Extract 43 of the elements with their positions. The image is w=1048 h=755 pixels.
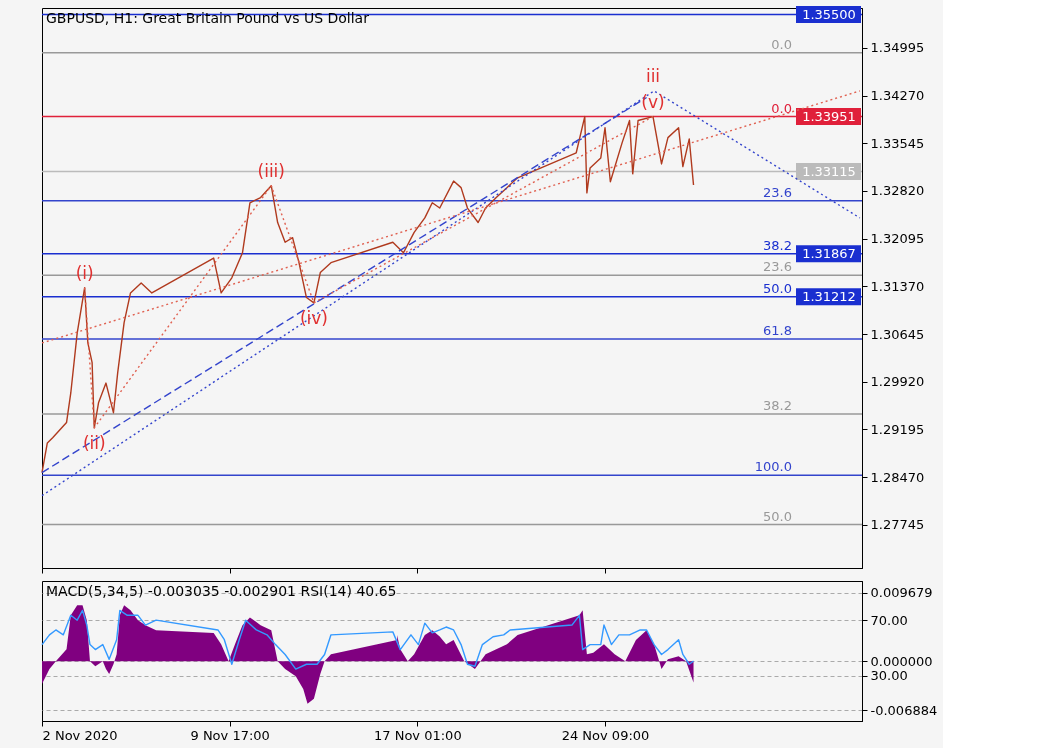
annotation: 61.8 [763,323,792,338]
y-tick-label: 1.32095 [870,231,925,247]
ref-line-label: 1.31212 [802,288,856,304]
y-tick-label: 1.29195 [870,421,925,437]
annotation: 50.0 [763,280,792,296]
ref-line-label: 1.31867 [802,245,856,261]
annotation: 23.6 [763,259,792,275]
y-tick-label: 1.34270 [870,88,925,104]
y-tick-label: 1.32820 [870,183,925,199]
annotation: (i) [75,262,94,283]
y-tick-label: 1.30645 [870,326,925,342]
y-tick-label: 0.009679 [870,585,933,601]
y2-tick-label: 30.00 [870,668,908,684]
annotation: 100.0 [754,459,792,475]
x-tick-label: 24 Nov 09:00 [561,727,650,743]
chart-title: GBPUSD, H1: Great Britain Pound vs US Dollar [46,10,370,26]
y-tick-label: -0.006884 [870,702,938,718]
y-tick-label: 1.27745 [870,517,925,533]
x-tick-label: 2 Nov 2020 [42,727,118,743]
annotation: 0.0 [771,100,792,116]
chart-title: MACD(5,34,5) -0.003035 -0.002901 RSI(14) 40.65 [46,583,397,599]
ref-line-label: 1.33115 [802,163,856,179]
ref-line-label: 1.35500 [802,6,856,22]
annotation: (iii) [257,160,285,181]
y-tick-label: 1.33545 [870,135,925,151]
annotation: 38.2 [763,398,792,414]
annotation: 50.0 [763,508,792,524]
y-tick-label: 1.29920 [870,374,925,390]
annotation: 0.0 [771,36,792,52]
annotation: (iv) [299,307,328,328]
annotation: 23.6 [763,184,792,200]
y-tick-label: 1.34995 [870,40,925,56]
y-tick-label: 1.31370 [870,278,925,294]
y-tick-label: 1.28470 [870,469,925,485]
x-tick-label: 17 Nov 01:00 [374,727,462,743]
annotation: iii [645,65,661,86]
y-tick-label: 0.000000 [870,653,933,669]
x-tick-label: 9 Nov 17:00 [190,727,270,743]
annotation: 38.2 [763,237,792,253]
annotation: (v) [641,91,665,112]
ref-line-label: 1.33951 [802,108,856,124]
y2-tick-label: 70.00 [870,612,908,628]
annotation: (ii) [82,432,106,453]
